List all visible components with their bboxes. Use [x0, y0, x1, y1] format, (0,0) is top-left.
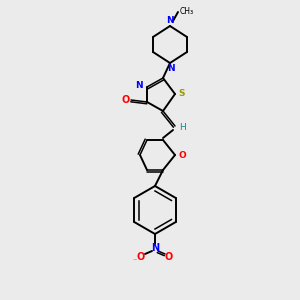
Text: N: N [151, 243, 159, 253]
Text: O: O [137, 252, 145, 262]
Text: N: N [135, 82, 143, 91]
Text: S: S [179, 89, 185, 98]
Text: H: H [178, 122, 185, 131]
Text: O: O [165, 252, 173, 262]
Text: ⁻: ⁻ [133, 256, 137, 266]
Text: O: O [122, 95, 130, 105]
Text: O: O [178, 151, 186, 160]
Text: N: N [166, 16, 174, 25]
Text: CH₃: CH₃ [180, 7, 194, 16]
Text: N: N [167, 64, 175, 73]
